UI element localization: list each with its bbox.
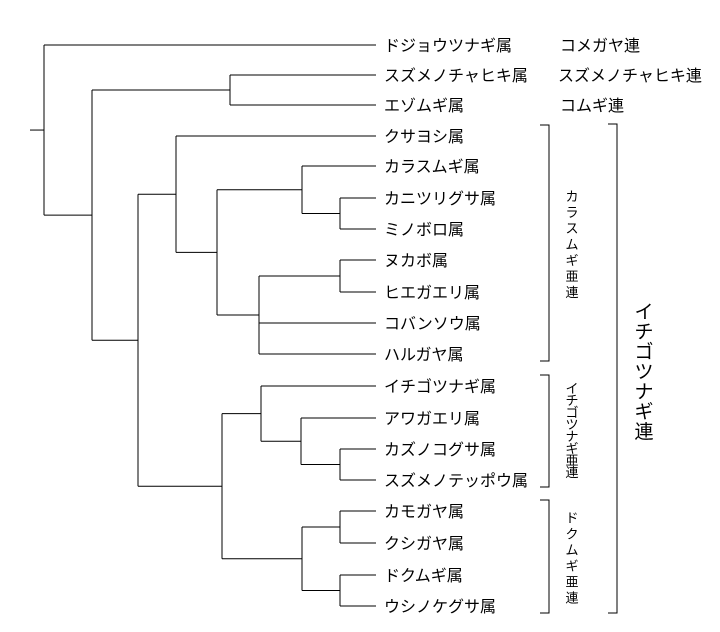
genus-label: カラスムギ属 [384, 157, 480, 176]
genus-label: ヌカボ属 [384, 251, 448, 270]
subtribe-label: イチゴツナギ亜連 [565, 382, 578, 481]
genus-label: スズメノチャヒキ属 [384, 66, 528, 85]
genus-label: ミノボロ属 [384, 220, 464, 239]
tribe-label: コメガヤ連 [560, 36, 640, 55]
tribe-label: スズメノチャヒキ連 [558, 66, 702, 85]
bracket-line [540, 124, 550, 362]
bracket-line [540, 374, 550, 488]
subtribe-bracket [540, 374, 550, 488]
genus-label: ウシノケグサ属 [384, 597, 496, 616]
genus-label: クサヨシ属 [384, 127, 464, 146]
genus-label: アワガエリ属 [384, 409, 480, 428]
subtribe-label: カラスムギ亜連 [565, 190, 578, 301]
tree-branches [30, 44, 376, 607]
tribe-vertical-label: イチゴツナギ連 [634, 301, 653, 443]
genus-label: クシガヤ属 [384, 534, 464, 553]
bracket-line [540, 499, 550, 614]
genus-label: ヒエガエリ属 [384, 283, 480, 302]
genus-label: カモガヤ属 [384, 502, 464, 521]
genus-label: イチゴツナギ属 [384, 377, 496, 396]
subtribe-bracket [540, 124, 550, 362]
genus-label: ハルガヤ属 [384, 345, 464, 364]
tribe-label: コムギ連 [560, 96, 624, 115]
genus-label: カニツリグサ属 [384, 189, 496, 208]
genus-label: エゾムギ属 [384, 96, 464, 115]
tribe-bracket [608, 123, 618, 614]
genus-label: ドジョウツナギ属 [384, 36, 512, 55]
subtribe-label: ドクムギ亜連 [565, 512, 578, 607]
genus-label: スズメノテッポウ属 [384, 471, 528, 490]
genus-label: コバンソウ属 [384, 314, 481, 333]
genus-label: カズノコグサ属 [384, 440, 496, 459]
subtribe-bracket [540, 499, 550, 614]
genus-label: ドクムギ属 [384, 566, 463, 585]
